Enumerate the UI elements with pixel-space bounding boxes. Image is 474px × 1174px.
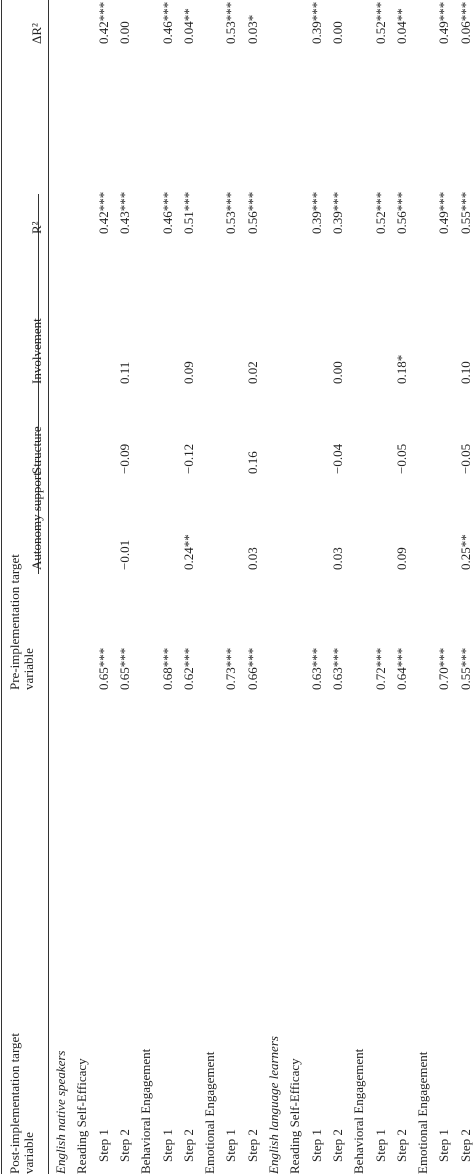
rule — [1, 0, 2, 1174]
cell-value: −0.05 — [393, 443, 409, 474]
cell-value: 0.00 — [329, 21, 345, 44]
variable-name: Reading Self-Efficacy — [287, 1058, 303, 1174]
cell-value: 0.55*** — [457, 647, 473, 690]
cell-value: 0.55*** — [457, 191, 473, 234]
cell-value: 0.73*** — [223, 647, 239, 690]
cell-value: −0.05 — [457, 443, 473, 474]
variable-name: Reading Self-Efficacy — [74, 1058, 90, 1174]
step-label: Step 2 — [116, 1129, 132, 1162]
column-header: Structure — [29, 426, 44, 474]
column-header: Involvement — [29, 318, 44, 384]
cell-value: 0.52*** — [372, 191, 388, 234]
variable-name: Emotional Engagement — [202, 1051, 218, 1174]
cell-value: 0.72*** — [372, 647, 388, 690]
cell-value: 0.10 — [457, 361, 473, 384]
cell-value: 0.51*** — [180, 191, 196, 234]
cell-value: 0.04** — [393, 8, 409, 44]
step-label: Step 1 — [372, 1129, 388, 1162]
column-header: R² — [29, 221, 44, 234]
cell-value: 0.16 — [244, 451, 260, 474]
step-label: Step 2 — [457, 1129, 473, 1162]
step-label: Step 1 — [95, 1129, 111, 1162]
cell-value: 0.39*** — [308, 1, 324, 44]
cell-value: −0.04 — [329, 443, 345, 474]
cell-value: 0.06*** — [457, 1, 473, 44]
group-title: English native speakers — [53, 1050, 68, 1174]
cell-value: 0.03 — [244, 547, 260, 570]
step-label: Step 1 — [308, 1129, 324, 1162]
cell-value: 0.43*** — [116, 191, 132, 234]
column-header: Autonomy support — [29, 472, 44, 570]
cell-value: 0.56*** — [393, 191, 409, 234]
cell-value: 0.70*** — [436, 647, 452, 690]
cell-value: 0.46*** — [159, 1, 175, 44]
cell-value: 0.09 — [180, 361, 196, 384]
cell-value: 0.42*** — [95, 191, 111, 234]
cell-value: 0.53*** — [223, 1, 239, 44]
cell-value: −0.01 — [116, 539, 132, 570]
step-label: Step 1 — [159, 1129, 175, 1162]
cell-value: 0.64*** — [393, 647, 409, 690]
cell-value: 0.24** — [180, 534, 196, 570]
variable-name: Behavioral Engagement — [138, 1048, 154, 1174]
cell-value: 0.65*** — [116, 647, 132, 690]
step-label: Step 2 — [180, 1129, 196, 1162]
cell-value: 0.63*** — [308, 647, 324, 690]
cell-value: 0.39*** — [308, 191, 324, 234]
cell-value: 0.62*** — [180, 647, 196, 690]
cell-value: 0.53*** — [223, 191, 239, 234]
cell-value: −0.12 — [180, 443, 196, 474]
cell-value: 0.03* — [244, 14, 260, 44]
cell-value: 0.02 — [244, 361, 260, 384]
step-label: Step 1 — [223, 1129, 239, 1162]
column-header: Post-implementation target variable — [7, 1033, 36, 1174]
cell-value: 0.52*** — [372, 1, 388, 44]
cell-value: 0.49*** — [436, 191, 452, 234]
cell-value: 0.18* — [393, 354, 409, 384]
cell-value: 0.00 — [329, 361, 345, 384]
step-label: Step 2 — [329, 1129, 345, 1162]
cell-value: 0.49*** — [436, 1, 452, 44]
cell-value: 0.03 — [329, 547, 345, 570]
cell-value: 0.42*** — [95, 1, 111, 44]
cell-value: 0.39*** — [329, 191, 345, 234]
cell-value: 0.25** — [457, 534, 473, 570]
cell-value: 0.63*** — [329, 647, 345, 690]
variable-name: Emotional Engagement — [415, 1051, 431, 1174]
cell-value: −0.09 — [116, 443, 132, 474]
cell-value: 0.65*** — [95, 647, 111, 690]
cell-value: 0.09 — [393, 547, 409, 570]
step-label: Step 1 — [436, 1129, 452, 1162]
rule — [48, 0, 49, 1174]
step-label: Step 2 — [244, 1129, 260, 1162]
variable-name: Behavioral Engagement — [351, 1048, 367, 1174]
column-header: ΔR² — [29, 23, 44, 44]
cell-value: 0.68*** — [159, 647, 175, 690]
step-label: Step 2 — [393, 1129, 409, 1162]
cell-value: 0.66*** — [244, 647, 260, 690]
cell-value: 0.00 — [116, 21, 132, 44]
cell-value: 0.11 — [116, 361, 132, 384]
cell-value: 0.46*** — [159, 191, 175, 234]
cell-value: 0.56*** — [244, 191, 260, 234]
cell-value: 0.04** — [180, 8, 196, 44]
group-title: English language learners — [266, 1036, 281, 1174]
